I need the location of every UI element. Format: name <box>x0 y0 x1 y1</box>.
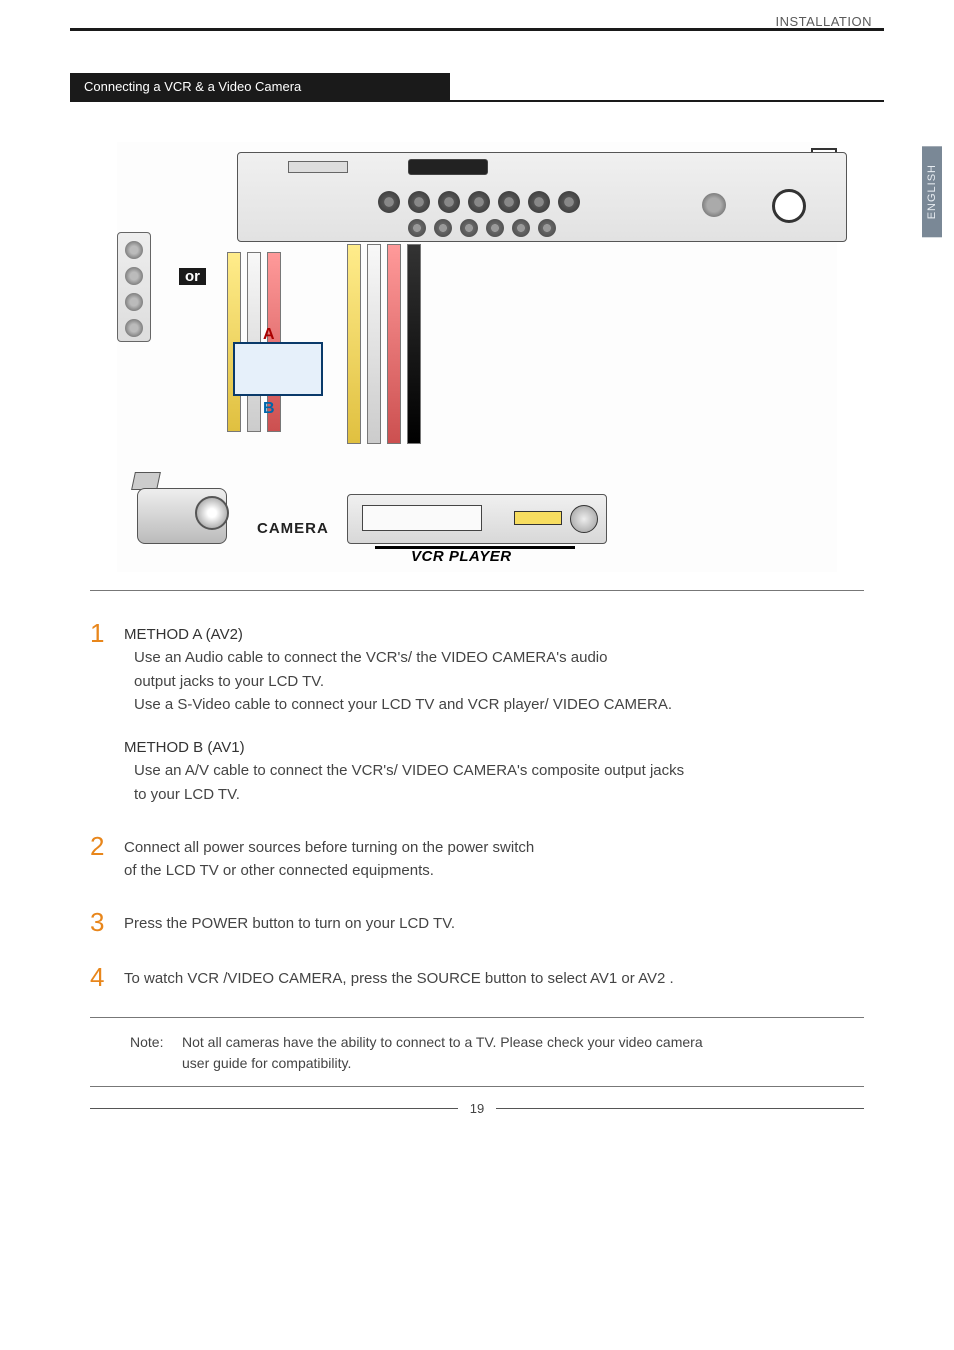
cable-icon <box>387 244 401 444</box>
note-line: Not all cameras have the ability to conn… <box>182 1032 703 1053</box>
port-icon <box>408 219 426 237</box>
method-b-line: Use an A/V cable to connect the VCR's/ V… <box>124 759 684 782</box>
top-rule <box>70 28 884 31</box>
step-number: 1 <box>90 619 124 806</box>
cable-icon <box>367 244 381 444</box>
diagram-container: or A B CAMERA <box>90 142 864 591</box>
language-tab: ENGLISH <box>922 146 942 237</box>
section-title: Connecting a VCR & a Video Camera <box>70 73 450 100</box>
footer: 19 <box>90 1101 864 1116</box>
tv-slot2-icon <box>408 159 488 175</box>
step-number: 4 <box>90 963 124 992</box>
tv-rear-panel <box>237 152 847 242</box>
footer-rule-left <box>90 1108 458 1109</box>
step-number: 2 <box>90 832 124 883</box>
port-icon <box>486 219 504 237</box>
page: INSTALLATION Connecting a VCR & a Video … <box>0 0 954 1116</box>
step-line: Connect all power sources before turning… <box>124 836 534 859</box>
vcr-display-icon <box>514 511 562 525</box>
connection-diagram: or A B CAMERA <box>117 142 837 572</box>
step-line: of the LCD TV or other connected equipme… <box>124 859 534 882</box>
port-icon <box>434 219 452 237</box>
footer-rule-right <box>496 1108 864 1109</box>
cable-icon <box>347 244 361 444</box>
side-port-icon <box>125 293 143 311</box>
steps-list: 1 METHOD A (AV2) Use an Audio cable to c… <box>90 619 864 991</box>
vcr-icon <box>347 494 607 544</box>
method-b-line: to your LCD TV. <box>124 783 684 806</box>
port-icon <box>538 219 556 237</box>
step-2: 2 Connect all power sources before turni… <box>90 832 864 883</box>
step-body: METHOD A (AV2) Use an Audio cable to con… <box>124 619 684 806</box>
step-line: To watch VCR /VIDEO CAMERA, press the SO… <box>124 967 674 990</box>
note-body: Not all cameras have the ability to conn… <box>182 1032 703 1074</box>
coax-port-icon <box>702 193 726 217</box>
cable-icon <box>407 244 421 444</box>
note-bottom-rule <box>90 1086 864 1087</box>
side-av-panel <box>117 232 151 342</box>
note-line: user guide for compatibility. <box>182 1053 703 1074</box>
marker-b: B <box>263 400 275 418</box>
step-line: Press the POWER button to turn on your L… <box>124 912 455 935</box>
note-label: Note: <box>130 1032 182 1074</box>
power-port-icon <box>772 189 806 223</box>
marker-a: A <box>263 326 275 344</box>
note-top-rule <box>90 1017 864 1018</box>
port-icon <box>460 219 478 237</box>
port-icon <box>498 191 520 213</box>
step-3: 3 Press the POWER button to turn on your… <box>90 908 864 937</box>
method-a-line: Use an Audio cable to connect the VCR's/… <box>124 646 684 669</box>
port-icon <box>438 191 460 213</box>
step-body: To watch VCR /VIDEO CAMERA, press the SO… <box>124 963 674 992</box>
port-icon <box>408 191 430 213</box>
side-port-icon <box>125 267 143 285</box>
side-port-icon <box>125 241 143 259</box>
method-a-line: output jacks to your LCD TV. <box>124 670 684 693</box>
step-1: 1 METHOD A (AV2) Use an Audio cable to c… <box>90 619 864 806</box>
vcr-slot-icon <box>362 505 482 531</box>
note: Note: Not all cameras have the ability t… <box>130 1032 864 1074</box>
camera-label: CAMERA <box>257 520 329 537</box>
tv-slot-icon <box>288 161 348 173</box>
tv-port-row2 <box>408 219 556 237</box>
vcr-knob-icon <box>570 505 598 533</box>
port-icon <box>512 219 530 237</box>
or-label: or <box>179 268 206 285</box>
port-icon <box>558 191 580 213</box>
step-number: 3 <box>90 908 124 937</box>
tv-port-row <box>378 191 580 213</box>
method-a-head: METHOD A (AV2) <box>124 623 684 646</box>
method-b-block: METHOD B (AV1) Use an A/V cable to conne… <box>124 736 684 806</box>
step-4: 4 To watch VCR /VIDEO CAMERA, press the … <box>90 963 864 992</box>
port-icon <box>468 191 490 213</box>
method-marker-box: A B <box>233 342 323 396</box>
side-port-icon <box>125 319 143 337</box>
method-b-head: METHOD B (AV1) <box>124 736 684 759</box>
vcr-label: VCR PLAYER <box>411 548 512 565</box>
camera-icon <box>127 472 237 552</box>
header-category: INSTALLATION <box>775 14 872 29</box>
port-icon <box>378 191 400 213</box>
step-body: Press the POWER button to turn on your L… <box>124 908 455 937</box>
section-title-bar: Connecting a VCR & a Video Camera <box>70 73 884 102</box>
page-number: 19 <box>458 1101 496 1116</box>
port-icon <box>528 191 550 213</box>
step-body: Connect all power sources before turning… <box>124 832 534 883</box>
method-a-line: Use a S-Video cable to connect your LCD … <box>124 693 684 716</box>
camera-lens-icon <box>195 496 229 530</box>
